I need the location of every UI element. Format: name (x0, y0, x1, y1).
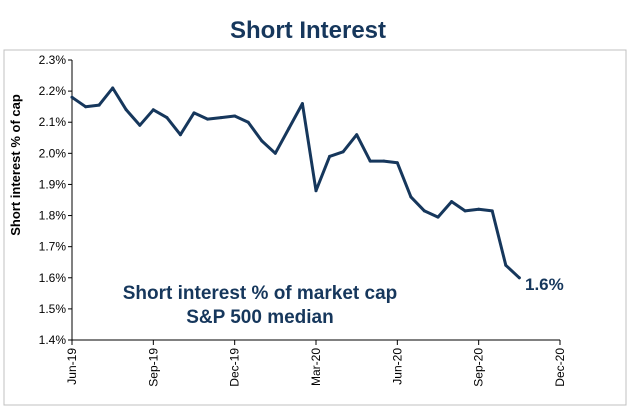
y-tick-label: 1.7% (39, 240, 67, 254)
annotation-line-2: S&P 500 median (186, 307, 334, 328)
y-tick-label: 1.8% (39, 209, 67, 223)
y-tick-label: 1.6% (39, 271, 67, 285)
data-point (206, 117, 210, 121)
data-point (314, 189, 318, 193)
data-point (395, 161, 399, 165)
x-ticks: Jun-19 Sep-19 Dec-19 Mar-20 Jun-20 Sep-20 Dec-… (65, 340, 567, 387)
data-point (517, 276, 521, 280)
data-point (450, 200, 454, 204)
data-point (178, 133, 182, 137)
data-point (490, 209, 494, 213)
end-value-label: 1.6% (525, 275, 564, 294)
data-point (368, 159, 372, 163)
x-tick-label: Dec-19 (228, 348, 242, 387)
x-tick-label: Mar-20 (309, 348, 323, 386)
data-point (111, 86, 115, 90)
data-point (382, 159, 386, 163)
data-point (409, 195, 413, 199)
data-point (246, 120, 250, 124)
data-point (300, 102, 304, 106)
y-tick-label: 2.0% (39, 146, 67, 160)
data-point (477, 207, 481, 211)
annotation-line-1: Short interest % of market cap (123, 283, 398, 304)
y-tick-label: 2.2% (39, 84, 67, 98)
data-point (436, 215, 440, 219)
x-tick-label: Sep-20 (472, 348, 486, 387)
y-tick-label: 2.3% (39, 53, 67, 67)
data-point (165, 116, 169, 120)
x-tick-label: Sep-19 (146, 348, 160, 387)
data-point (84, 105, 88, 109)
data-point (219, 116, 223, 120)
data-point (70, 95, 74, 99)
chart-title: Short Interest (230, 17, 386, 44)
data-point (151, 108, 155, 112)
y-ticks: 1.4% 1.5% 1.6% 1.7% 1.8% 1.9% 2.0% 2.1% 2.2% 2.3% (39, 53, 72, 347)
y-tick-label: 2.1% (39, 115, 67, 129)
data-point (422, 209, 426, 213)
data-point (273, 151, 277, 155)
data-point (138, 123, 142, 127)
data-point (233, 114, 237, 118)
data-point (97, 103, 101, 107)
data-point (504, 263, 508, 267)
x-tick-label: Dec-20 (553, 348, 567, 387)
y-tick-label: 1.5% (39, 302, 67, 316)
y-axis-label: Short interest % of cap (8, 94, 23, 236)
data-point (260, 139, 264, 143)
data-point (124, 108, 128, 112)
x-tick-label: Jun-20 (390, 348, 404, 385)
x-tick-label: Jun-19 (65, 348, 79, 385)
data-point (287, 126, 291, 130)
data-point (463, 209, 467, 213)
y-tick-label: 1.4% (39, 333, 67, 347)
data-point (355, 133, 359, 137)
data-point (341, 150, 345, 154)
data-point (192, 111, 196, 115)
y-tick-label: 1.9% (39, 177, 67, 191)
series-points (70, 86, 521, 280)
series-line (70, 86, 521, 280)
data-point (328, 154, 332, 158)
plot-frame (3, 49, 627, 406)
